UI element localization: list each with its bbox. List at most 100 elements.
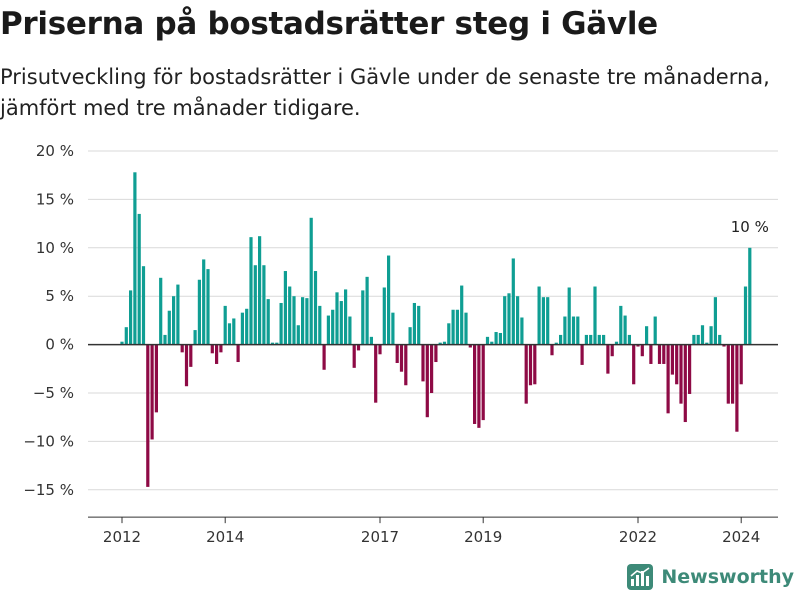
y-tick-label: 0 % — [45, 336, 74, 354]
bar — [718, 334, 722, 345]
bar — [279, 302, 283, 345]
bar — [460, 285, 464, 345]
bar — [520, 317, 524, 345]
bar — [305, 298, 309, 345]
bar — [490, 341, 494, 345]
bar — [743, 286, 748, 345]
bar — [387, 255, 391, 345]
x-tick-label: 2014 — [206, 528, 244, 546]
y-tick-label: 10 % — [36, 239, 74, 257]
bar — [206, 269, 210, 345]
bar — [696, 334, 700, 345]
bar — [670, 344, 674, 375]
bar — [331, 309, 335, 345]
bar — [154, 344, 158, 413]
bar — [636, 344, 640, 347]
bar — [391, 312, 395, 345]
bar — [283, 271, 287, 345]
bar — [447, 323, 451, 345]
bar — [688, 344, 692, 394]
x-tick-label: 2019 — [464, 528, 502, 546]
bar — [344, 289, 348, 345]
bar — [395, 344, 399, 363]
bar — [258, 236, 262, 345]
bar — [430, 344, 434, 393]
bar — [731, 344, 735, 404]
bar — [645, 326, 649, 345]
bar — [412, 302, 416, 345]
bar — [172, 296, 176, 345]
bar — [683, 344, 687, 423]
bars — [120, 172, 752, 487]
bar — [589, 334, 593, 345]
bar — [253, 265, 257, 345]
bar — [240, 312, 244, 345]
bar — [722, 344, 726, 347]
bar — [404, 344, 408, 386]
bar — [167, 310, 171, 345]
tick-labels: 20 % 15 % 10 % 5 % 0 % −5 % −10 % −15 % 2012 2014… — [23, 142, 769, 546]
bar — [528, 344, 533, 386]
bar — [649, 344, 653, 364]
bar — [602, 334, 606, 345]
y-tick-label: −15 % — [23, 481, 74, 499]
y-tick-label: −5 % — [33, 384, 74, 402]
bar — [425, 344, 429, 418]
bar — [477, 344, 481, 428]
x-tick-label: 2024 — [722, 528, 760, 546]
chart-title: Priserna på bostadsrätter steg i Gävle — [0, 6, 658, 42]
bar — [524, 344, 528, 404]
bar — [580, 344, 584, 365]
bar — [739, 344, 743, 385]
bar — [124, 327, 128, 345]
bar — [550, 344, 554, 356]
chart-subtitle: Prisutveckling för bostadsrätter i Gävle… — [0, 65, 770, 120]
brand-name: Newsworthy — [661, 566, 794, 588]
bar — [176, 284, 180, 345]
bar — [245, 308, 249, 345]
bar — [679, 344, 683, 404]
bar — [335, 292, 339, 345]
bar — [537, 286, 541, 345]
bar — [498, 332, 502, 345]
bar — [339, 301, 343, 345]
bar — [576, 316, 580, 345]
bar — [236, 344, 240, 363]
bar — [352, 344, 356, 368]
bar — [494, 332, 498, 345]
bar — [193, 330, 197, 345]
bar — [301, 297, 305, 345]
y-tick-label: 5 % — [45, 287, 74, 305]
newsworthy-icon — [627, 564, 654, 590]
bar — [726, 344, 730, 404]
bar — [141, 266, 146, 345]
bar — [567, 287, 571, 345]
x-tick-label: 2022 — [619, 528, 657, 546]
bar — [623, 315, 627, 345]
y-tick-label: 20 % — [36, 142, 74, 160]
x-tick-label: 2017 — [361, 528, 399, 546]
bar — [374, 344, 378, 403]
bar — [296, 325, 300, 345]
bar-chart: 20 % 15 % 10 % 5 % 0 % −5 % −10 % −15 % 2012 2014… — [23, 142, 778, 546]
bar — [361, 290, 365, 345]
bar — [120, 341, 124, 345]
bar — [481, 344, 485, 421]
bar — [356, 344, 361, 351]
bar — [619, 305, 623, 345]
bar — [468, 344, 472, 348]
y-tick-label: 15 % — [36, 190, 74, 208]
bar — [270, 342, 275, 345]
bar — [614, 341, 619, 345]
bar — [442, 341, 447, 345]
bar — [318, 305, 322, 345]
bar — [369, 336, 373, 345]
bar — [692, 334, 696, 345]
bar — [485, 336, 490, 345]
bar — [348, 316, 352, 345]
bar — [597, 334, 601, 345]
bar — [627, 334, 631, 345]
bar — [202, 259, 206, 345]
bar — [554, 342, 558, 345]
bar — [417, 305, 421, 345]
